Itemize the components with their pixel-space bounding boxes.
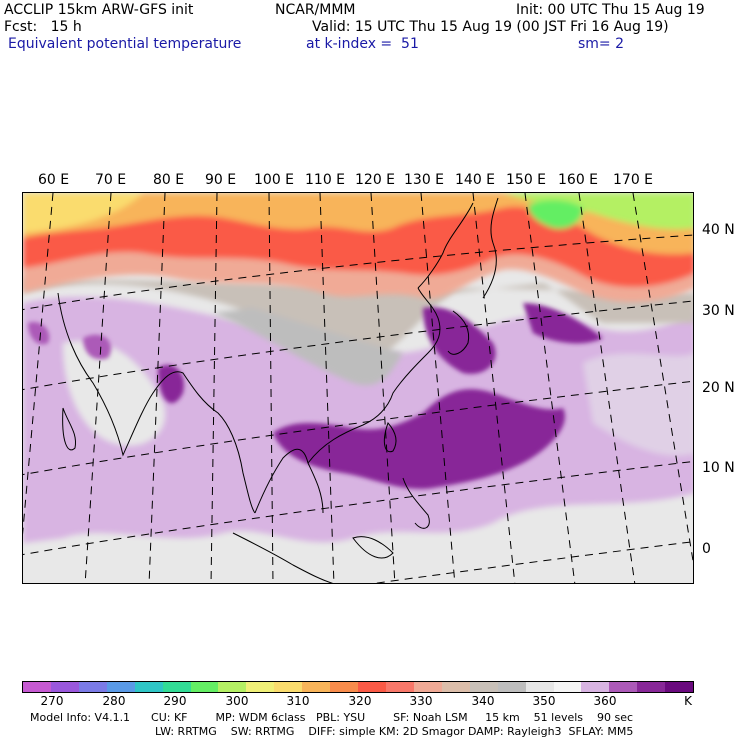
lat-label: 20 N bbox=[702, 380, 735, 396]
colorbar-swatch bbox=[162, 682, 191, 692]
field-purple-max-2 bbox=[423, 307, 496, 374]
lon-label: 170 E bbox=[613, 172, 654, 188]
colorbar-swatch bbox=[413, 682, 442, 692]
lon-label: 160 E bbox=[558, 172, 599, 188]
colorbar-tick-label: 290 bbox=[163, 694, 187, 708]
colorbar-swatch bbox=[78, 682, 107, 692]
colorbar-swatch bbox=[525, 682, 554, 692]
valid-time: Valid: 15 UTC Thu 15 Aug 19 (00 JST Fri … bbox=[312, 19, 669, 35]
colorbar-tick-label: 280 bbox=[102, 694, 126, 708]
colorbar-swatch bbox=[469, 682, 498, 692]
field-purple-max bbox=[273, 389, 565, 490]
colorbar-swatch bbox=[553, 682, 582, 692]
theta-e-map bbox=[22, 192, 694, 584]
colorbar-swatch bbox=[358, 682, 386, 692]
lon-label: 150 E bbox=[506, 172, 547, 188]
lat-label: 30 N bbox=[702, 303, 735, 319]
lon-label: 100 E bbox=[254, 172, 295, 188]
colorbar-tick-label: 330 bbox=[409, 694, 433, 708]
init-time: Init: 00 UTC Thu 15 Aug 19 bbox=[516, 2, 705, 18]
map-canvas bbox=[23, 193, 693, 583]
lat-label: 0 bbox=[702, 541, 711, 557]
field-orange bbox=[23, 193, 693, 255]
colorbar-tick-label: 300 bbox=[225, 694, 249, 708]
graticule bbox=[23, 193, 693, 583]
colorbar-swatch bbox=[134, 682, 163, 692]
lon-label: 130 E bbox=[404, 172, 445, 188]
field-name: Equivalent potential temperature bbox=[8, 36, 242, 52]
colorbar-swatch bbox=[218, 682, 247, 692]
colorbar-swatch bbox=[190, 682, 219, 692]
lon-label: 110 E bbox=[305, 172, 346, 188]
model-info-line2: LW: RRTMG SW: RRTMG DIFF: simple KM: 2D … bbox=[155, 725, 634, 738]
field-gray-band bbox=[23, 278, 693, 353]
colorbar-tick-label: 320 bbox=[348, 694, 372, 708]
smoothing: sm= 2 bbox=[578, 36, 625, 52]
colorbar-swatch bbox=[302, 682, 331, 692]
colorbar-tick-label: 340 bbox=[471, 694, 495, 708]
colorbar-units: K bbox=[684, 694, 692, 708]
colorbar-tick-label: 270 bbox=[40, 694, 64, 708]
colorbar-tick-label: 350 bbox=[532, 694, 556, 708]
field-east-pacific bbox=[583, 353, 693, 456]
lon-label: 120 E bbox=[355, 172, 396, 188]
colorbar-swatch bbox=[274, 682, 303, 692]
lon-label: 80 E bbox=[153, 172, 185, 188]
field-lightpurple bbox=[23, 296, 693, 543]
institution: NCAR/MMM bbox=[275, 2, 356, 18]
colorbar-tick-label: 360 bbox=[593, 694, 617, 708]
colorbar-tick-label: 310 bbox=[286, 694, 310, 708]
colorbar-swatch bbox=[441, 682, 470, 692]
lat-label: 10 N bbox=[702, 460, 735, 476]
colorbar bbox=[22, 681, 694, 693]
coastlines bbox=[57, 197, 499, 583]
lat-label: 40 N bbox=[702, 222, 735, 238]
field-purple-max-4 bbox=[158, 364, 184, 404]
run-title: ACCLIP 15km ARW-GFS init bbox=[4, 2, 194, 18]
field-green bbox=[528, 200, 583, 229]
colorbar-swatch bbox=[581, 682, 610, 692]
colorbar-swatch bbox=[497, 682, 526, 692]
field-purple-small bbox=[28, 322, 112, 360]
colorbar-swatch bbox=[106, 682, 135, 692]
colorbar-swatch bbox=[609, 682, 638, 692]
lon-label: 90 E bbox=[205, 172, 237, 188]
forecast-hour: Fcst: 15 h bbox=[4, 19, 82, 35]
colorbar-swatch bbox=[50, 682, 79, 692]
level-index: at k-index = 51 bbox=[306, 36, 419, 52]
colorbar-swatch bbox=[637, 682, 666, 692]
colorbar-swatch bbox=[665, 682, 694, 692]
field-red bbox=[23, 193, 693, 287]
lon-label: 70 E bbox=[95, 172, 127, 188]
colorbar-swatch bbox=[23, 682, 51, 692]
lon-label: 140 E bbox=[455, 172, 496, 188]
colorbar-swatch bbox=[385, 682, 414, 692]
colorbar-swatch bbox=[246, 682, 275, 692]
lon-label: 60 E bbox=[38, 172, 70, 188]
model-info-line1: Model Info: V4.1.1 CU: KF MP: WDM 6class… bbox=[30, 711, 634, 724]
colorbar-swatch bbox=[330, 682, 359, 692]
